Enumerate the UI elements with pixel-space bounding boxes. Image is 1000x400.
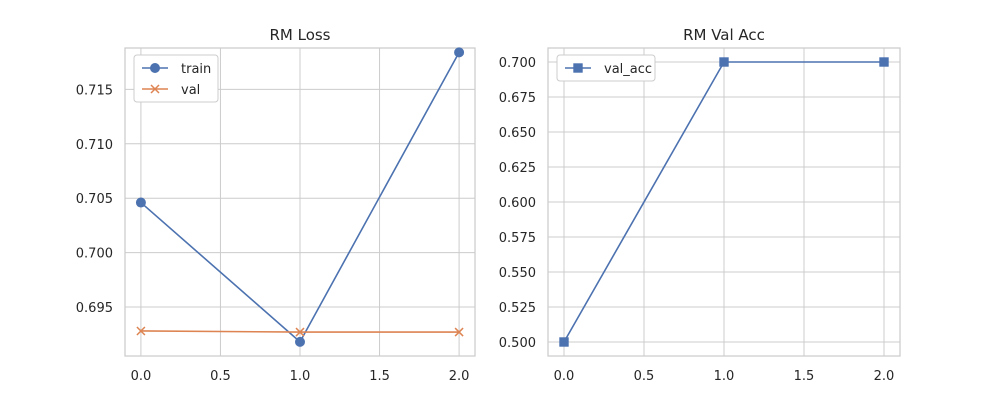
data-point — [719, 57, 729, 67]
y-tick-label: 0.700 — [76, 247, 113, 262]
chart-title: RM Loss — [269, 26, 330, 44]
legend-box — [556, 54, 656, 82]
legend: val_acc — [556, 54, 656, 82]
data-point — [559, 337, 569, 347]
x-tick-label: 0.0 — [131, 369, 152, 384]
axes-frame — [124, 47, 476, 357]
x-tick-label: 2.0 — [874, 369, 895, 384]
axes-frame — [547, 47, 901, 357]
y-tick-label: 0.550 — [499, 266, 536, 281]
legend-marker — [150, 63, 160, 73]
y-tick-label: 0.575 — [499, 231, 536, 246]
series-val — [136, 326, 464, 337]
series-train — [135, 47, 465, 347]
y-tick-label: 0.650 — [499, 126, 536, 141]
data-point — [454, 47, 465, 58]
legend-marker — [150, 84, 160, 94]
legend-marker — [573, 63, 583, 73]
legend-label: train — [181, 62, 211, 77]
legend-item: val_acc — [565, 62, 652, 77]
y-tick-label: 0.600 — [499, 196, 536, 211]
data-point — [295, 327, 305, 337]
y-tick-label: 0.625 — [499, 161, 536, 176]
y-tick-label: 0.700 — [499, 56, 536, 71]
data-point — [295, 336, 305, 347]
x-tick-label: 0.5 — [634, 369, 655, 384]
x-tick-label: 2.0 — [449, 369, 470, 384]
data-point — [454, 327, 464, 337]
chart-panel-1: 0.0 0.5 1.0 1.5 2.0 0.695 0.700 0.705 0.710 0.715… — [76, 26, 476, 384]
data-point — [135, 197, 146, 208]
y-tick-label: 0.705 — [76, 192, 113, 207]
legend: train val — [133, 54, 219, 103]
y-tick-label: 0.695 — [76, 301, 113, 316]
chart-panel-2: 0.0 0.5 1.0 1.5 2.0 0.500 0.525 0.550 0.575 0.600… — [499, 26, 901, 384]
x-tick-label: 1.0 — [290, 369, 311, 384]
legend-label: val — [181, 83, 200, 98]
x-tick-label: 0.5 — [210, 369, 231, 384]
x-tick-label: 1.5 — [369, 369, 390, 384]
chart-title: RM Val Acc — [683, 26, 765, 44]
series-val_acc — [559, 57, 889, 347]
legend-item: train — [142, 62, 211, 77]
y-tick-label: 0.500 — [499, 336, 536, 351]
x-tick-label: 0.0 — [554, 369, 575, 384]
y-tick-label: 0.525 — [499, 301, 536, 316]
data-point — [879, 57, 889, 67]
legend-label: val_acc — [604, 62, 652, 77]
x-tick-label: 1.5 — [794, 369, 815, 384]
legend-item: val — [142, 83, 200, 98]
y-tick-label: 0.675 — [499, 91, 536, 106]
y-tick-label: 0.710 — [76, 138, 113, 153]
data-point — [136, 326, 146, 336]
x-tick-label: 1.0 — [714, 369, 735, 384]
y-tick-label: 0.715 — [76, 83, 113, 98]
